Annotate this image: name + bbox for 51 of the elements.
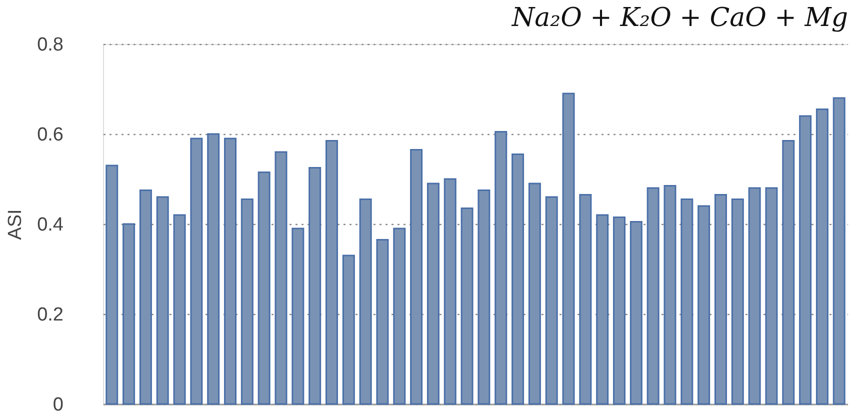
y-tick-label: 0.6 <box>37 124 64 146</box>
bar <box>731 198 744 405</box>
bar <box>393 228 406 405</box>
bar <box>292 228 304 405</box>
bar <box>122 223 136 405</box>
bar <box>173 214 186 405</box>
bar <box>207 133 220 405</box>
bar <box>596 214 609 405</box>
bar <box>274 151 288 405</box>
bar <box>832 97 846 405</box>
bar <box>698 205 710 405</box>
bar <box>156 196 169 405</box>
bar <box>545 196 558 405</box>
bar <box>308 167 322 405</box>
bar <box>240 198 254 405</box>
bar <box>512 154 524 405</box>
bar <box>579 194 592 405</box>
bar <box>765 187 778 405</box>
bar <box>106 164 118 405</box>
bar <box>258 172 270 405</box>
bar <box>410 149 423 405</box>
bar <box>426 182 440 405</box>
bar <box>359 198 372 405</box>
bar <box>714 194 727 405</box>
bar <box>325 140 338 405</box>
bar <box>562 92 575 405</box>
y-tick-label: 0.2 <box>37 304 64 326</box>
bar <box>478 190 490 405</box>
bar <box>190 138 203 405</box>
bar <box>444 178 456 405</box>
y-axis-title: ASI <box>5 209 26 240</box>
bar <box>748 187 761 405</box>
bar <box>342 254 355 405</box>
chart-title: Na₂O + K₂O + CaO + Mg <box>510 3 848 33</box>
y-tick-label: 0.8 <box>37 34 64 56</box>
bar <box>646 187 660 405</box>
bar <box>494 131 508 405</box>
bar <box>224 138 237 405</box>
bar <box>630 221 642 405</box>
bar <box>376 239 389 405</box>
bar <box>816 108 828 405</box>
bar <box>139 190 152 405</box>
bar <box>528 182 541 405</box>
bar <box>460 208 474 405</box>
bar <box>664 185 676 405</box>
bar <box>613 216 626 405</box>
bar <box>799 115 812 405</box>
y-tick-label: 0.4 <box>37 214 64 236</box>
bar <box>782 140 795 405</box>
y-tick-label: 0 <box>52 394 64 416</box>
bar <box>680 198 694 405</box>
